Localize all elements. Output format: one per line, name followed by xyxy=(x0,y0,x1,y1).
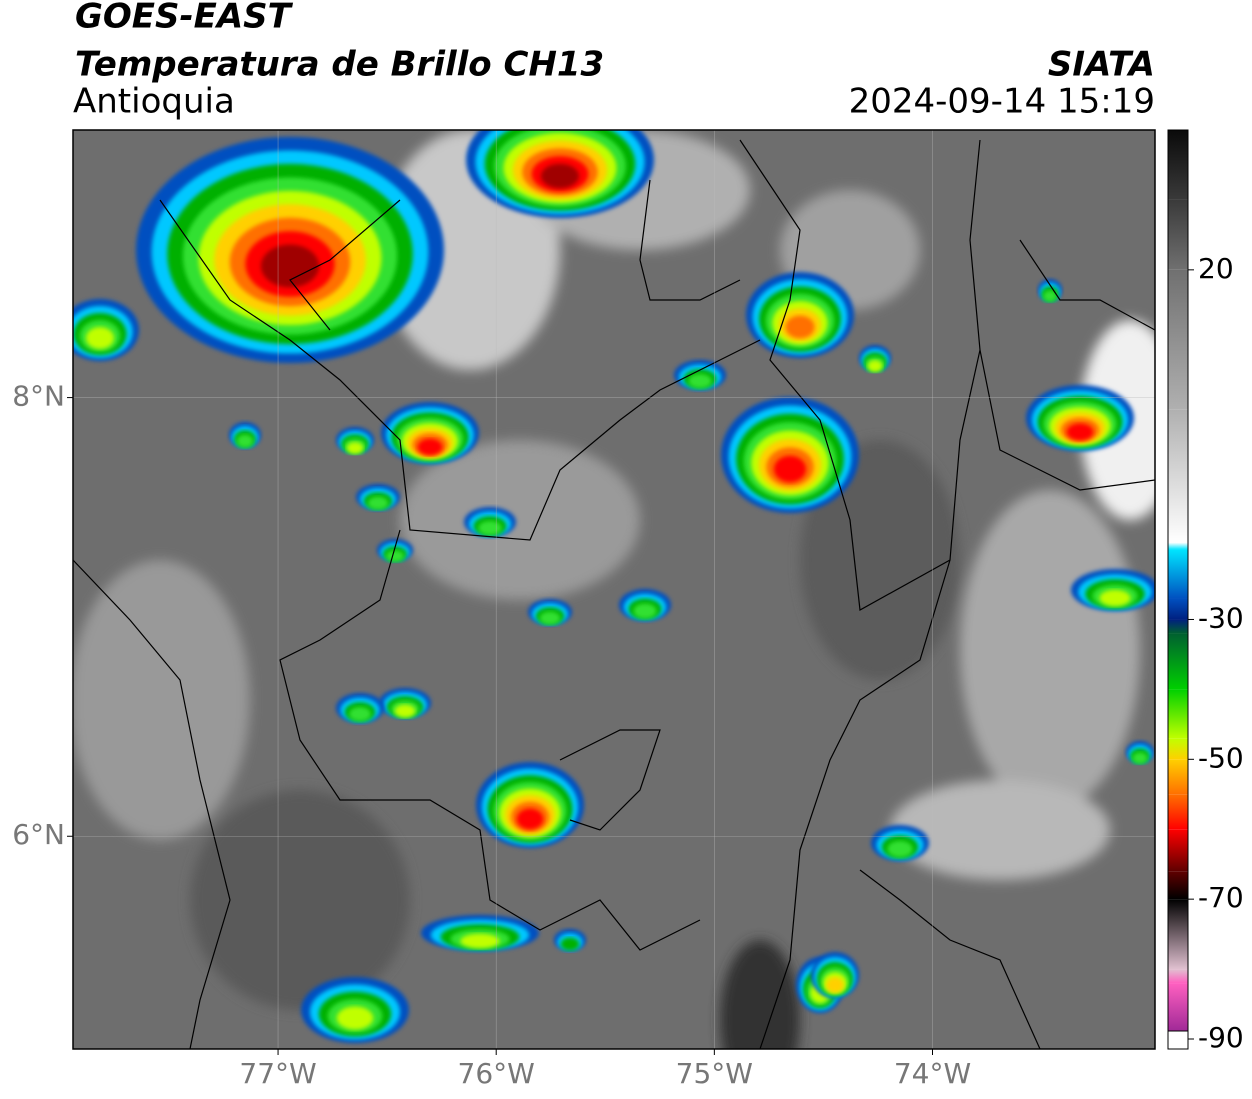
storm-cells xyxy=(73,130,1155,1043)
subtitle: Temperatura de Brillo CH13 xyxy=(75,45,604,85)
storm-ring xyxy=(785,315,815,339)
colorbar-segment xyxy=(1168,633,1188,690)
colorbar-segment xyxy=(1168,549,1188,599)
storm-ring xyxy=(1043,290,1057,302)
storm-ring xyxy=(336,1006,374,1030)
borders xyxy=(73,139,1155,1049)
colorbar-tick-label: -50 xyxy=(1198,741,1244,774)
storm-ring xyxy=(633,603,657,619)
storm-ring xyxy=(1132,752,1148,764)
colorbar-segment xyxy=(1168,899,1188,970)
storm-ring xyxy=(541,163,579,189)
storm-ring xyxy=(460,933,500,949)
colorbar-segment xyxy=(1168,871,1188,900)
colorbar-tick-label: 20 xyxy=(1198,252,1234,285)
colorbar-tick-label: -70 xyxy=(1198,881,1244,914)
colorbar: 20 -30 -50 -70 -90 xyxy=(1167,129,1244,1054)
storm-ring xyxy=(86,327,114,349)
storm-ring xyxy=(516,808,544,830)
storm-ring xyxy=(478,520,502,536)
map-frame xyxy=(72,129,1156,1050)
datetime: 2024-09-14 15:19 xyxy=(849,82,1155,122)
x-tick-label: 74°W xyxy=(894,1057,971,1090)
x-tick-label: 77°W xyxy=(239,1057,316,1090)
storm-ring xyxy=(349,706,371,722)
storm-ring xyxy=(367,496,389,510)
colorbar-segment xyxy=(1168,983,1188,1039)
storm-ring xyxy=(887,840,913,858)
satellite-image xyxy=(73,130,1155,1049)
colorbar-segment xyxy=(1168,598,1188,620)
region: Antioquia xyxy=(73,82,235,122)
storm-ring xyxy=(236,434,254,448)
storm-ring xyxy=(688,373,712,389)
colorbar-tick-label: -30 xyxy=(1198,601,1244,634)
colorbar-segment xyxy=(1168,759,1188,795)
x-tick-label: 76°W xyxy=(458,1057,535,1090)
colorbar-segment xyxy=(1168,409,1188,543)
colorbar-segment xyxy=(1168,619,1188,634)
storm-ring xyxy=(773,455,807,483)
colorbar-segment xyxy=(1168,829,1188,872)
colorbar-segment xyxy=(1168,130,1188,200)
storm-ring xyxy=(417,438,443,456)
colorbar-segment xyxy=(1168,542,1188,550)
y-tick-label: 6°N xyxy=(12,818,65,851)
colorbar-segment xyxy=(1168,738,1188,760)
y-tick-label: 8°N xyxy=(12,380,65,413)
colorbar-under xyxy=(1167,1030,1189,1050)
storm-ring xyxy=(1066,423,1094,441)
storm-ring xyxy=(539,611,561,625)
x-tick-label: 75°W xyxy=(676,1057,753,1090)
colorbar-segment xyxy=(1168,689,1188,739)
colorbar-segment xyxy=(1168,199,1188,270)
colorbar-segment xyxy=(1168,969,1188,984)
title: GOES-EAST xyxy=(75,0,294,37)
storm-ring xyxy=(560,937,580,951)
storm-ring xyxy=(346,442,364,454)
storm-ring xyxy=(867,360,883,372)
colorbar-segment xyxy=(1168,794,1188,830)
source: SIATA xyxy=(1048,45,1155,85)
storm-ring xyxy=(261,244,319,288)
storm-ring xyxy=(386,550,404,562)
colorbar-segment xyxy=(1168,269,1188,410)
storm-ring xyxy=(1099,589,1131,607)
storm-ring xyxy=(826,977,844,993)
colorbar-tick-label: -90 xyxy=(1198,1021,1244,1054)
storm-ring xyxy=(394,704,416,718)
